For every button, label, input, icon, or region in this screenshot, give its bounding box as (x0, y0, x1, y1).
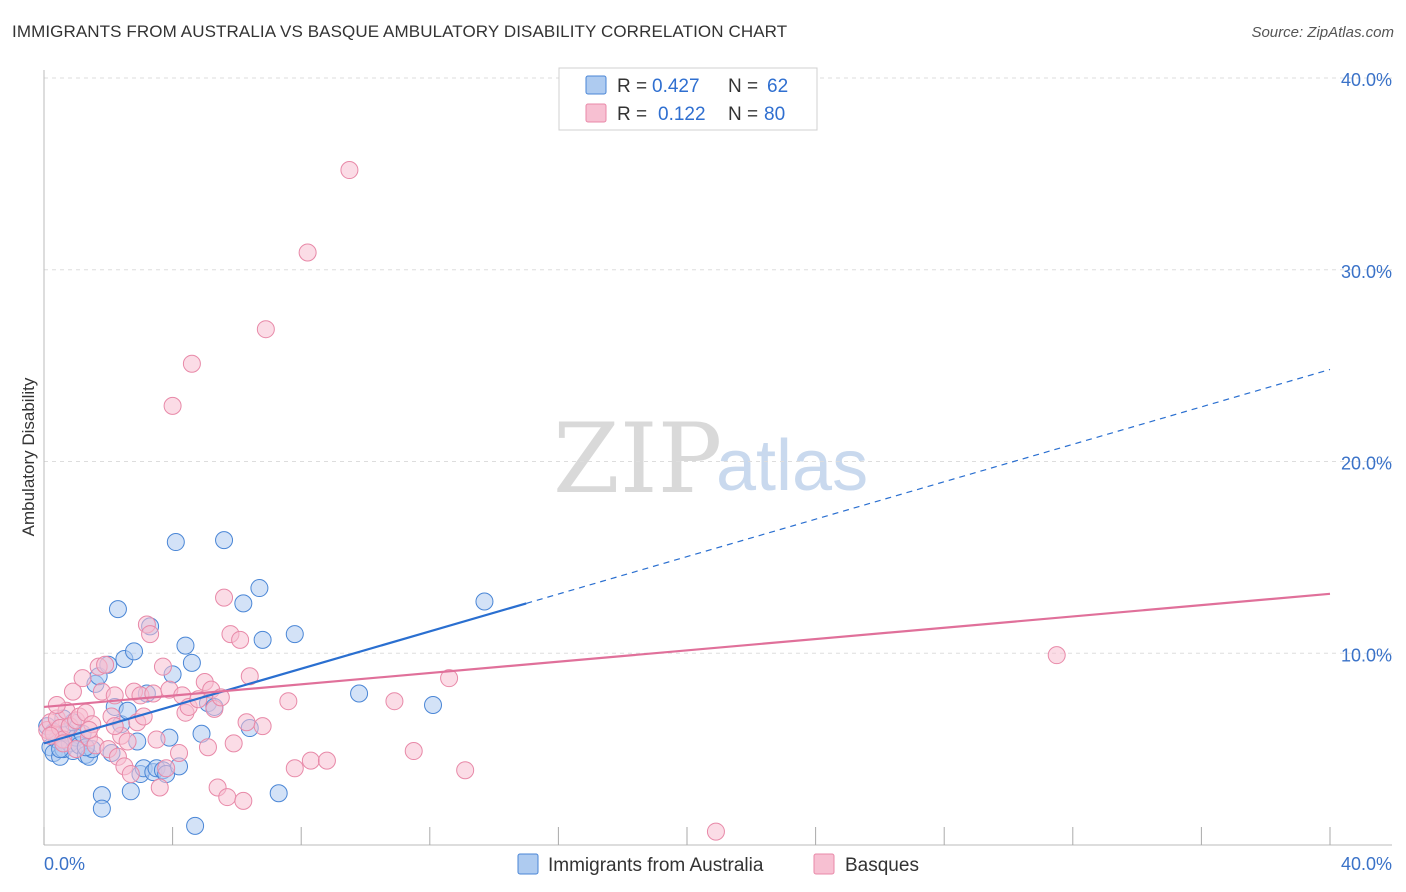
data-point-basques (182, 354, 201, 373)
data-point-immigrants-from-australia (166, 533, 185, 552)
y-axis-label: Ambulatory Disability (19, 377, 38, 536)
data-point-basques (237, 713, 256, 732)
data-point-basques (706, 822, 725, 841)
data-point-basques (73, 669, 92, 688)
watermark-zip: ZIP (553, 403, 722, 515)
data-point-basques (215, 588, 234, 607)
data-point-basques (285, 759, 304, 778)
data-point-basques (170, 743, 189, 762)
data-point-basques (96, 655, 115, 674)
data-point-immigrants-from-australia (215, 531, 234, 550)
data-point-basques (63, 682, 82, 701)
data-point-immigrants-from-australia (186, 816, 205, 835)
data-point-immigrants-from-australia (121, 782, 140, 801)
legend-r-value-blue: 0.427 (652, 76, 700, 97)
data-point-basques (301, 751, 320, 770)
data-point-basques (224, 734, 243, 753)
trend-line-basques (43, 592, 1331, 709)
stats-legend: R = 0.427 N = 62 R = 0.122 N = 80 (558, 67, 818, 131)
data-point-immigrants-from-australia (125, 642, 144, 661)
data-point-basques (234, 791, 253, 810)
data-point-basques (198, 738, 217, 757)
data-point-basques (118, 732, 137, 751)
watermark-atlas: atlas (716, 426, 868, 506)
bottom-legend-label-blue: Immigrants from Australia (548, 855, 764, 876)
y-tick-labels: 10.0% 20.0% 30.0% 40.0% (1341, 70, 1392, 665)
data-point-basques (340, 161, 359, 180)
legend-n-label-pink: N = (728, 104, 758, 125)
data-point-basques (456, 761, 475, 780)
bottom-legend-label-pink: Basques (845, 855, 919, 876)
data-point-basques (141, 625, 160, 644)
data-point-basques (157, 759, 176, 778)
data-point-basques (298, 243, 317, 262)
data-point-immigrants-from-australia (176, 636, 195, 655)
source-credit: Source: ZipAtlas.com (1251, 24, 1394, 41)
x-tick-label-max: 40.0% (1341, 854, 1392, 874)
legend-r-label-blue: R = (617, 76, 647, 97)
data-point-immigrants-from-australia (250, 579, 269, 598)
data-point-immigrants-from-australia (108, 600, 127, 619)
data-point-basques (385, 692, 404, 711)
data-point-immigrants-from-australia (182, 653, 201, 672)
data-point-immigrants-from-australia (285, 625, 304, 644)
data-point-basques (121, 765, 140, 784)
data-point-basques (218, 788, 237, 807)
data-point-basques (150, 778, 169, 797)
data-point-basques (153, 657, 172, 676)
y-tick-label: 40.0% (1341, 70, 1392, 90)
series-immigrants-from-australia-points (38, 531, 494, 835)
data-point-immigrants-from-australia (424, 696, 443, 715)
data-point-immigrants-from-australia (350, 684, 369, 703)
trend-lines (43, 368, 1331, 745)
data-point-basques (317, 751, 336, 770)
data-point-basques (253, 717, 272, 736)
data-point-immigrants-from-australia (253, 630, 272, 649)
legend-r-value-pink: 0.122 (658, 104, 706, 125)
y-tick-label: 30.0% (1341, 262, 1392, 282)
watermark: ZIP atlas (553, 403, 868, 515)
x-ticks (43, 827, 1331, 845)
data-point-basques (1047, 646, 1066, 665)
data-point-basques (231, 630, 250, 649)
data-point-basques (144, 684, 163, 703)
data-point-basques (67, 740, 86, 759)
bottom-legend-swatch-blue (517, 853, 539, 875)
legend-n-value-pink: 80 (764, 104, 785, 125)
axes (43, 70, 1392, 846)
data-point-basques (404, 742, 423, 761)
legend-n-label-blue: N = (728, 76, 758, 97)
legend-swatch-blue (585, 75, 607, 95)
legend-n-value-blue: 62 (767, 76, 788, 97)
data-point-immigrants-from-australia (475, 592, 494, 611)
data-point-immigrants-from-australia (92, 799, 111, 818)
gridlines (44, 77, 1392, 654)
data-point-basques (163, 396, 182, 415)
trend-line-immigrants-from-australia (43, 602, 527, 745)
data-point-immigrants-from-australia (269, 784, 288, 803)
chart-title: IMMIGRANTS FROM AUSTRALIA VS BASQUE AMBU… (12, 22, 788, 41)
data-point-basques (440, 669, 459, 688)
legend-swatch-pink (585, 103, 607, 123)
data-point-basques (256, 320, 275, 339)
y-tick-label: 20.0% (1341, 454, 1392, 474)
series-legend: Immigrants from Australia Basques (517, 853, 919, 876)
data-point-immigrants-from-australia (234, 594, 253, 613)
data-point-basques (279, 692, 298, 711)
y-tick-label: 10.0% (1341, 645, 1392, 665)
data-point-basques (147, 730, 166, 749)
bottom-legend-swatch-pink (813, 853, 835, 875)
series-basques-points (38, 161, 1066, 841)
x-tick-label-min: 0.0% (44, 854, 85, 874)
legend-r-label-pink: R = (617, 104, 647, 125)
trend-line-extrapolated (526, 368, 1331, 604)
